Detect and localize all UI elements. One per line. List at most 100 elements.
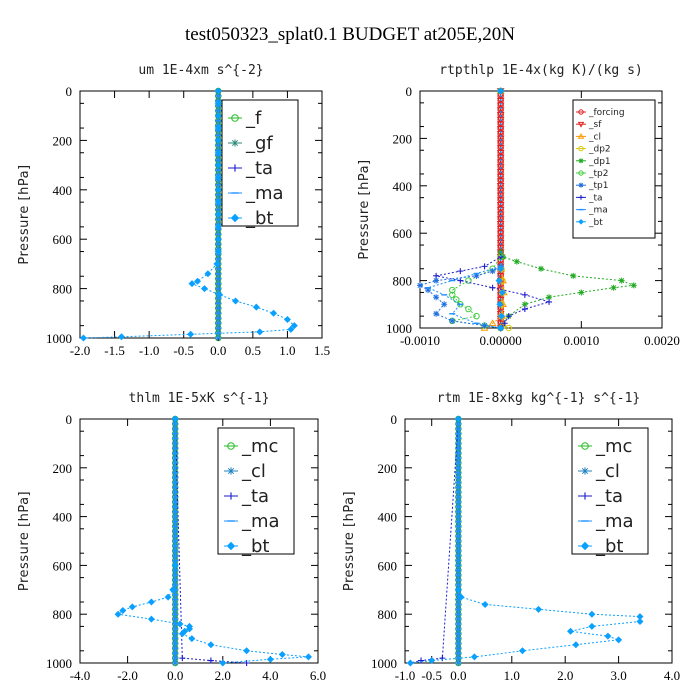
data-point bbox=[497, 87, 505, 95]
data-point bbox=[287, 325, 295, 333]
data-point bbox=[496, 230, 505, 238]
x-tick-label: -0.5 bbox=[173, 343, 194, 358]
x-tick-label: 0.0 bbox=[210, 343, 226, 358]
data-point bbox=[79, 334, 87, 342]
y-tick-label: 600 bbox=[378, 558, 398, 573]
data-point bbox=[179, 655, 186, 662]
data-point bbox=[176, 620, 184, 628]
data-point bbox=[636, 613, 644, 621]
legend-label: _dp2 bbox=[588, 145, 611, 155]
data-point bbox=[567, 627, 575, 635]
legend-box bbox=[571, 427, 649, 555]
data-point bbox=[214, 235, 222, 243]
legend-label: _dp1 bbox=[588, 157, 611, 167]
data-point bbox=[207, 641, 215, 649]
y-axis-label: Pressure [hPa] bbox=[17, 164, 32, 264]
y-tick-label: 1000 bbox=[371, 656, 397, 671]
y-tick-label: 600 bbox=[53, 232, 73, 247]
legend-marker bbox=[581, 442, 589, 450]
data-point bbox=[204, 270, 212, 278]
legend-label: _bt bbox=[588, 218, 603, 228]
axes-frame bbox=[79, 90, 323, 339]
data-point bbox=[454, 586, 462, 594]
data-point bbox=[618, 277, 625, 284]
data-point bbox=[418, 657, 425, 664]
data-point bbox=[505, 313, 512, 320]
legend: _mc _cl _ta _ma _bt bbox=[217, 427, 295, 557]
series-line bbox=[426, 91, 502, 329]
series-tp2 bbox=[449, 87, 504, 332]
y-tick-label: 0 bbox=[66, 412, 73, 427]
y-axis-label: Pressure [hPa] bbox=[17, 491, 32, 591]
data-point bbox=[470, 653, 478, 661]
legend-label: _cl bbox=[241, 461, 266, 482]
data-point bbox=[252, 303, 260, 311]
x-tick-label: 1.0 bbox=[279, 343, 295, 358]
legend-label: _f bbox=[245, 108, 262, 129]
x-tick-label: 0.0 bbox=[167, 668, 183, 683]
y-tick-label: 800 bbox=[393, 274, 413, 289]
data-point bbox=[578, 289, 585, 296]
series-ta bbox=[407, 416, 462, 666]
chart-panel-4: rtm 1E-8xkg kg^{-1} s^{-1} Pressure [hPa]… bbox=[342, 391, 680, 683]
data-point bbox=[449, 286, 456, 294]
data-point bbox=[538, 265, 544, 272]
x-tick-label: -1.0 bbox=[139, 343, 160, 358]
legend-marker bbox=[578, 158, 584, 164]
y-tick-label: 400 bbox=[393, 179, 413, 194]
data-point bbox=[214, 99, 222, 107]
x-tick-label: 4.0 bbox=[664, 668, 680, 683]
legend-label: _bt bbox=[595, 536, 623, 557]
series-line bbox=[174, 418, 247, 664]
axes-frame bbox=[79, 418, 319, 664]
data-point bbox=[570, 272, 577, 279]
legend: _mc _cl _ta _ma _bt bbox=[571, 427, 649, 557]
series-bt bbox=[495, 87, 506, 332]
y-tick-label: 0 bbox=[66, 84, 73, 99]
x-tick-label: -1.5 bbox=[104, 343, 125, 358]
y-tick-label: 400 bbox=[53, 183, 73, 198]
y-tick-label: 800 bbox=[53, 607, 73, 622]
data-point bbox=[489, 268, 496, 275]
legend-label: _sf bbox=[588, 120, 602, 130]
x-tick-label: 0.5 bbox=[245, 343, 261, 358]
figure-title: test050323_splat0.1 BUDGET at205E,20N bbox=[185, 24, 515, 45]
data-point bbox=[283, 315, 291, 323]
legend-label: _ta bbox=[595, 486, 623, 507]
data-point bbox=[454, 415, 462, 423]
legend-label: _cl bbox=[595, 461, 620, 482]
x-tick-label: -4.0 bbox=[70, 668, 91, 683]
data-point bbox=[496, 220, 505, 228]
panel-title: rtpthlp 1E-4x(kg K)/(kg s) bbox=[439, 63, 643, 78]
legend-marker bbox=[227, 467, 235, 475]
data-point bbox=[428, 657, 436, 665]
data-point bbox=[214, 149, 222, 157]
x-tick-label: -2.0 bbox=[70, 343, 91, 358]
data-point bbox=[304, 653, 312, 661]
x-tick-label: 2.0 bbox=[215, 668, 231, 683]
data-point bbox=[147, 598, 155, 606]
x-tick-label: 2.0 bbox=[557, 668, 573, 683]
data-point bbox=[214, 124, 222, 132]
data-point bbox=[214, 223, 222, 231]
data-point bbox=[214, 173, 222, 181]
data-point bbox=[481, 322, 488, 329]
y-tick-label: 200 bbox=[53, 133, 73, 148]
data-point bbox=[496, 121, 505, 129]
panel-title: rtm 1E-8xkg kg^{-1} s^{-1} bbox=[437, 391, 641, 406]
y-tick-label: 600 bbox=[53, 558, 73, 573]
data-point bbox=[497, 324, 505, 332]
data-point bbox=[489, 284, 496, 291]
data-point bbox=[214, 198, 222, 206]
data-point bbox=[457, 268, 464, 275]
data-point bbox=[481, 263, 488, 270]
data-point bbox=[128, 603, 136, 611]
chart-panel-3: thlm 1E-5xK s^{-1} Pressure [hPa] 0 200 400 6… bbox=[17, 391, 326, 683]
series-line bbox=[418, 91, 502, 329]
legend-marker bbox=[227, 492, 235, 500]
legend-label: _forcing bbox=[588, 108, 625, 118]
chart-panel-2: rtpthlp 1E-4x(kg K)/(kg s) Pressure [hPa]… bbox=[357, 63, 680, 348]
data-point bbox=[488, 319, 497, 327]
axes-frame bbox=[419, 90, 663, 329]
legend-marker bbox=[578, 219, 584, 225]
